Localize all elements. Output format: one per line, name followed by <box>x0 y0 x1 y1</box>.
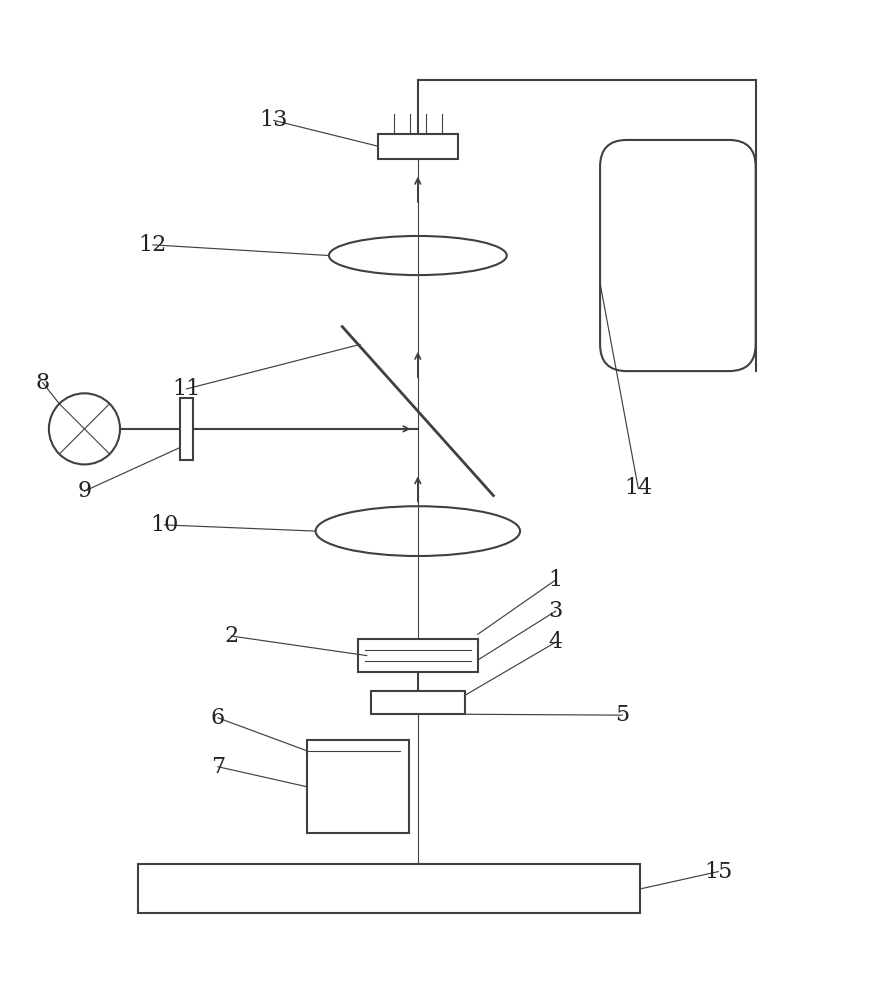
Bar <box>371 691 464 714</box>
Text: 3: 3 <box>549 600 563 622</box>
Text: 13: 13 <box>260 109 288 131</box>
Bar <box>307 740 409 833</box>
Text: 6: 6 <box>211 707 225 729</box>
Text: 7: 7 <box>211 756 225 778</box>
Bar <box>180 398 193 460</box>
Text: 10: 10 <box>150 514 179 536</box>
Text: 8: 8 <box>36 372 50 394</box>
Bar <box>378 134 458 159</box>
Text: 11: 11 <box>172 378 201 400</box>
Text: 4: 4 <box>549 631 563 653</box>
Text: 9: 9 <box>77 480 92 502</box>
Bar <box>357 639 478 672</box>
Text: 2: 2 <box>224 625 238 647</box>
FancyBboxPatch shape <box>600 140 756 371</box>
Bar <box>138 864 640 913</box>
Text: 15: 15 <box>704 861 733 883</box>
Text: 1: 1 <box>549 569 563 591</box>
Text: 5: 5 <box>615 704 629 726</box>
Text: 14: 14 <box>624 477 653 499</box>
Text: 12: 12 <box>139 234 167 256</box>
